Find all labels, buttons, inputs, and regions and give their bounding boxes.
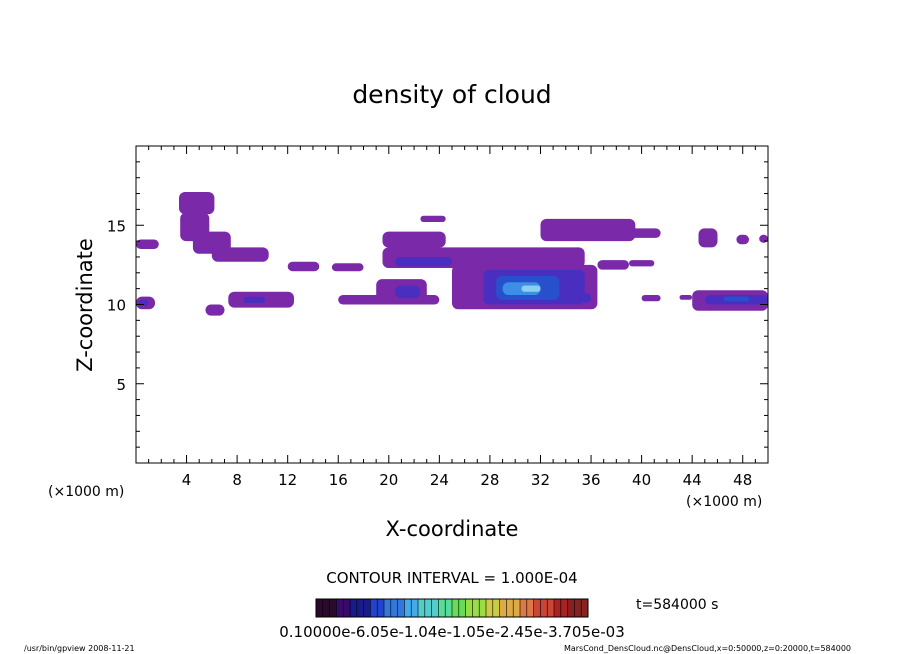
colorbar-swatch: [350, 599, 357, 617]
colorbar-swatch: [506, 599, 514, 617]
colorbar-swatch: [554, 599, 561, 617]
chart-title: density of cloud: [352, 80, 551, 109]
colorbar-swatch: [560, 599, 568, 617]
colorbar-swatch: [329, 599, 337, 617]
colorbar-swatch: [458, 599, 466, 617]
footer-left: /usr/bin/gpview 2008-11-21: [24, 644, 135, 653]
colorbar-swatch: [384, 599, 391, 617]
colorbar-swatch: [370, 599, 378, 617]
colorbar-swatch: [513, 599, 520, 617]
density-region-19: [395, 285, 421, 299]
colorbar-swatch: [390, 599, 398, 617]
density-region-7: [331, 263, 364, 272]
colorbar-swatch: [526, 599, 534, 617]
x-tick-label: 36: [581, 471, 600, 489]
density-region-10: [205, 304, 225, 316]
colorbar-swatch: [322, 599, 330, 617]
colorbar-swatch: [486, 599, 493, 617]
x-axis-label: X-coordinate: [386, 517, 519, 541]
colorbar-swatch: [465, 599, 473, 617]
colorbar-swatch: [499, 599, 507, 617]
colorbar-swatch: [533, 599, 541, 617]
colorbar-swatch: [438, 599, 446, 617]
density-region-27: [603, 228, 661, 238]
colorbar-swatch: [431, 599, 439, 617]
colorbar-swatch: [492, 599, 500, 617]
y-tick-label: 10: [107, 297, 126, 315]
colorbar-swatch: [452, 599, 459, 617]
density-region-14: [420, 215, 446, 222]
x-tick-label: 16: [329, 471, 348, 489]
colorbar-swatch: [343, 599, 350, 617]
colorbar-swatch: [363, 599, 371, 617]
x-tick-label: 24: [430, 471, 449, 489]
colorbar-swatch: [418, 599, 425, 617]
colorbar-swatch: [356, 599, 364, 617]
axis-ticks: [136, 146, 768, 463]
footer-right: MarsCond_DensCloud.nc@DensCloud,x=0:5000…: [564, 644, 851, 653]
density-region-28: [597, 260, 629, 270]
colorbar-swatch: [479, 599, 486, 617]
density-region-24: [521, 285, 541, 292]
colorbar-swatch: [424, 599, 432, 617]
x-tick-label: 32: [531, 471, 550, 489]
y-tick-label: 5: [116, 376, 126, 394]
colorbar-swatch: [547, 599, 554, 617]
colorbar-swatch: [397, 599, 405, 617]
density-region-37: [679, 295, 693, 300]
colorbar: [315, 598, 589, 618]
density-region-12: [243, 296, 265, 303]
density-region-35: [723, 296, 750, 302]
colorbar-swatch: [404, 599, 412, 617]
colorbar-swatch: [520, 599, 527, 617]
y-tick-label: 15: [107, 217, 126, 235]
x-tick-label: 12: [278, 471, 297, 489]
x-unit-left: (×1000 m): [48, 484, 124, 500]
colorbar-swatch: [336, 599, 344, 617]
density-region-16: [395, 256, 452, 267]
y-tick-labels: 5 10 15: [107, 217, 126, 394]
colorbar-swatch: [316, 599, 323, 617]
x-tick-labels: 4 8 12 16 20 24 28 32 36 40 44 48: [182, 471, 752, 489]
x-unit-right: (×1000 m): [686, 494, 762, 510]
x-tick-label: 20: [379, 471, 398, 489]
colorbar-swatch: [411, 599, 418, 617]
density-region-5: [136, 239, 159, 249]
x-tick-label: 40: [632, 471, 651, 489]
colorbar-swatch: [581, 599, 588, 617]
time-label: t=584000 s: [636, 597, 718, 613]
density-region-4: [211, 247, 269, 262]
density-region-13: [382, 231, 446, 248]
density-region-6: [287, 261, 320, 272]
density-region-36: [641, 295, 661, 302]
x-tick-label: 48: [733, 471, 752, 489]
colorbar-labels: 0.10000e-6.05e-1.04e-1.05e-2.45e-3.705e-…: [279, 623, 625, 641]
x-tick-label: 8: [232, 471, 242, 489]
density-region-30: [698, 228, 718, 248]
colorbar-swatch: [377, 599, 384, 617]
y-axis-label: Z-coordinate: [73, 238, 97, 372]
contour-interval: CONTOUR INTERVAL = 1.000E-04: [326, 569, 577, 587]
colorbar-frame: [315, 598, 589, 618]
colorbar-swatch: [574, 599, 582, 617]
density-region-31: [736, 234, 749, 245]
colorbar-swatch: [567, 599, 575, 617]
colorbar-swatch: [445, 599, 452, 617]
colorbar-swatch: [540, 599, 548, 617]
density-region-29: [629, 260, 655, 267]
x-tick-label: 4: [182, 471, 192, 489]
x-tick-label: 28: [480, 471, 499, 489]
density-region-9: [138, 299, 149, 306]
density-region-25: [565, 293, 592, 303]
cloud-density-field: [136, 192, 768, 316]
x-tick-label: 44: [683, 471, 702, 489]
density-region-1: [179, 192, 215, 215]
colorbar-swatch: [472, 599, 480, 617]
